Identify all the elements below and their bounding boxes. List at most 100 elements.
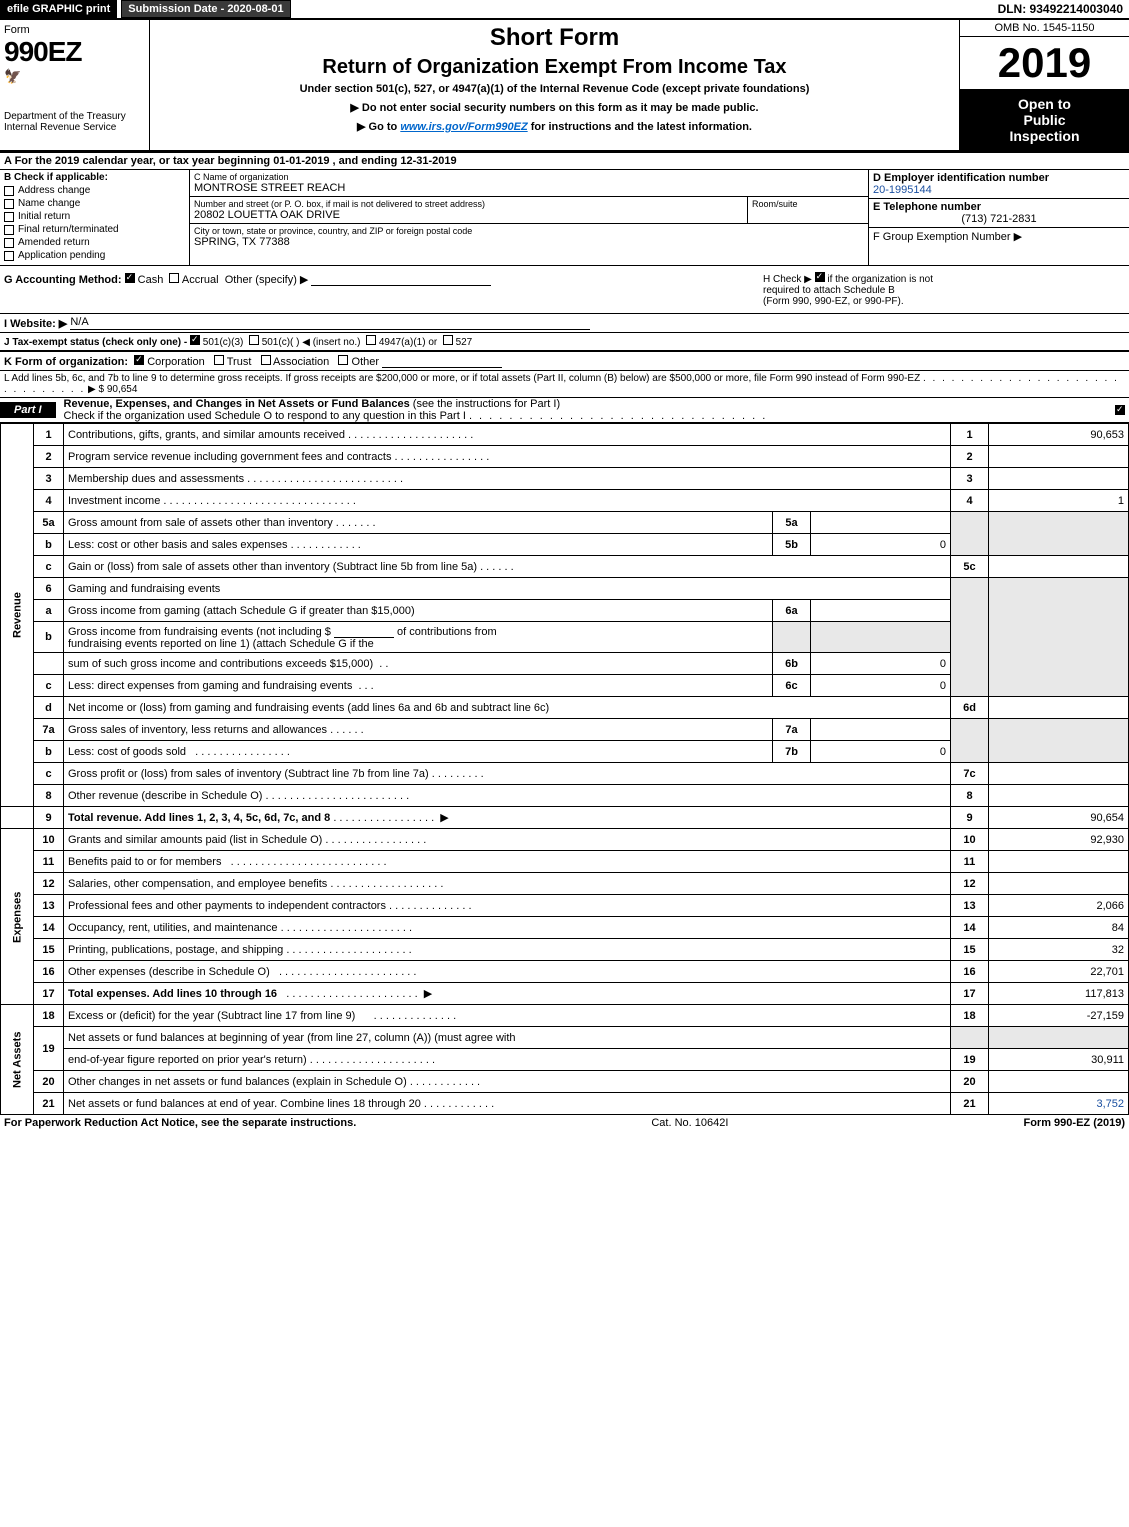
line-rn: 14 bbox=[951, 917, 989, 939]
sub-value: 0 bbox=[811, 534, 951, 556]
box-b: B Check if applicable: Address change Na… bbox=[0, 170, 190, 265]
ein-label: D Employer identification number bbox=[873, 172, 1125, 184]
table-row: Expenses 10 Grants and similar amounts p… bbox=[1, 829, 1129, 851]
line-num: c bbox=[34, 763, 64, 785]
part1-subtitle: (see the instructions for Part I) bbox=[413, 398, 560, 410]
table-row: 16 Other expenses (describe in Schedule … bbox=[1, 961, 1129, 983]
line-num: 11 bbox=[34, 851, 64, 873]
line-num: 10 bbox=[34, 829, 64, 851]
checkbox-amended-return[interactable] bbox=[4, 238, 14, 248]
opt-other-org: Other bbox=[352, 356, 380, 368]
line-num: 16 bbox=[34, 961, 64, 983]
checkbox-accrual[interactable] bbox=[169, 273, 179, 283]
line-num: 12 bbox=[34, 873, 64, 895]
other-org-input[interactable] bbox=[382, 354, 502, 368]
line-desc2: end-of-year figure reported on prior yea… bbox=[68, 1054, 307, 1066]
checkbox-501c[interactable] bbox=[249, 335, 259, 345]
checkbox-501c3[interactable] bbox=[190, 335, 200, 345]
line-desc3: fundraising events reported on line 1) (… bbox=[68, 638, 374, 650]
line-desc: Investment income bbox=[68, 495, 160, 507]
line-value: 92,930 bbox=[989, 829, 1129, 851]
line-value: 84 bbox=[989, 917, 1129, 939]
line-num: 1 bbox=[34, 424, 64, 446]
line-rn: 15 bbox=[951, 939, 989, 961]
line-rn: 21 bbox=[951, 1093, 989, 1115]
line-num: 17 bbox=[34, 983, 64, 1005]
line-value bbox=[989, 873, 1129, 895]
org-name-value: MONTROSE STREET REACH bbox=[194, 182, 864, 194]
line-value: 90,654 bbox=[989, 807, 1129, 829]
checkbox-4947[interactable] bbox=[366, 335, 376, 345]
line-num: 8 bbox=[34, 785, 64, 807]
line-num: 13 bbox=[34, 895, 64, 917]
h-line1b: if the organization is not bbox=[827, 274, 933, 285]
line-value bbox=[989, 446, 1129, 468]
opt-name-change: Name change bbox=[18, 198, 80, 209]
checkbox-other-org[interactable] bbox=[338, 355, 348, 365]
shaded-cell bbox=[951, 578, 989, 697]
line-rn: 11 bbox=[951, 851, 989, 873]
checkbox-association[interactable] bbox=[261, 355, 271, 365]
line-num: 3 bbox=[34, 468, 64, 490]
sub-num: 7a bbox=[773, 719, 811, 741]
line-desc: Net assets or fund balances at end of ye… bbox=[68, 1098, 421, 1110]
line-rn: 16 bbox=[951, 961, 989, 983]
checkbox-cash[interactable] bbox=[125, 273, 135, 283]
checkbox-trust[interactable] bbox=[214, 355, 224, 365]
return-title: Return of Organization Exempt From Incom… bbox=[158, 56, 951, 79]
checkbox-final-return[interactable] bbox=[4, 225, 14, 235]
line-value bbox=[989, 851, 1129, 873]
accounting-other-input[interactable] bbox=[311, 272, 491, 286]
box-h: H Check ▶ if the organization is not req… bbox=[759, 266, 1129, 313]
line-num: a bbox=[34, 600, 64, 622]
table-row: 7a Gross sales of inventory, less return… bbox=[1, 719, 1129, 741]
addr-value: 20802 LOUETTA OAK DRIVE bbox=[194, 209, 743, 221]
table-row: c Gain or (loss) from sale of assets oth… bbox=[1, 556, 1129, 578]
opt-527: 527 bbox=[456, 337, 473, 348]
period-row: A For the 2019 calendar year, or tax yea… bbox=[0, 153, 1129, 170]
shaded-cell bbox=[951, 1027, 989, 1049]
box-j: J Tax-exempt status (check only one) - 5… bbox=[0, 333, 1129, 352]
checkbox-name-change[interactable] bbox=[4, 199, 14, 209]
opt-cash: Cash bbox=[138, 274, 164, 286]
line-num: d bbox=[34, 697, 64, 719]
checkbox-initial-return[interactable] bbox=[4, 212, 14, 222]
omb-number: OMB No. 1545-1150 bbox=[960, 20, 1129, 37]
expenses-side-label: Expenses bbox=[1, 829, 34, 1005]
footer-right: Form 990-EZ (2019) bbox=[1023, 1117, 1125, 1129]
contributions-input[interactable] bbox=[334, 624, 394, 638]
sub-num: 5a bbox=[773, 512, 811, 534]
form-header: Form 990EZ 🦅 Department of the Treasury … bbox=[0, 20, 1129, 153]
line-desc: Gross amount from sale of assets other t… bbox=[68, 517, 333, 529]
line-rn: 2 bbox=[951, 446, 989, 468]
line-desc: Professional fees and other payments to … bbox=[68, 900, 386, 912]
opt-other: Other (specify) ▶ bbox=[225, 274, 309, 286]
line-desc: Total revenue. Add lines 1, 2, 3, 4, 5c,… bbox=[68, 812, 330, 824]
line-desc: Occupancy, rent, utilities, and maintena… bbox=[68, 922, 278, 934]
line-desc: Less: direct expenses from gaming and fu… bbox=[68, 680, 352, 692]
efile-print-button[interactable]: efile GRAPHIC print bbox=[0, 0, 117, 18]
checkbox-h[interactable] bbox=[815, 272, 825, 282]
website-label: I Website: ▶ bbox=[4, 318, 67, 330]
revenue-side-label: Revenue bbox=[1, 424, 34, 807]
website-input[interactable]: N/A bbox=[70, 316, 590, 330]
line-desc: Salaries, other compensation, and employ… bbox=[68, 878, 327, 890]
checkbox-corporation[interactable] bbox=[134, 355, 144, 365]
footer-left: For Paperwork Reduction Act Notice, see … bbox=[4, 1117, 356, 1129]
phone-label: E Telephone number bbox=[873, 201, 1125, 213]
line-desc: Other changes in net assets or fund bala… bbox=[68, 1076, 407, 1088]
checkbox-address-change[interactable] bbox=[4, 186, 14, 196]
goto-link[interactable]: www.irs.gov/Form990EZ bbox=[400, 121, 527, 133]
checkbox-application-pending[interactable] bbox=[4, 251, 14, 261]
sub-value bbox=[811, 719, 951, 741]
checkbox-schedule-o[interactable] bbox=[1115, 405, 1125, 415]
line-num: b bbox=[34, 741, 64, 763]
page-footer: For Paperwork Reduction Act Notice, see … bbox=[0, 1115, 1129, 1131]
shaded-cell bbox=[951, 512, 989, 556]
line-desc4: sum of such gross income and contributio… bbox=[68, 658, 373, 670]
submission-date-button[interactable]: Submission Date - 2020-08-01 bbox=[121, 0, 290, 18]
part1-dots bbox=[469, 410, 767, 422]
checkbox-527[interactable] bbox=[443, 335, 453, 345]
top-bar-left: efile GRAPHIC print Submission Date - 20… bbox=[0, 0, 295, 18]
goto-prefix: ▶ Go to bbox=[357, 121, 400, 133]
